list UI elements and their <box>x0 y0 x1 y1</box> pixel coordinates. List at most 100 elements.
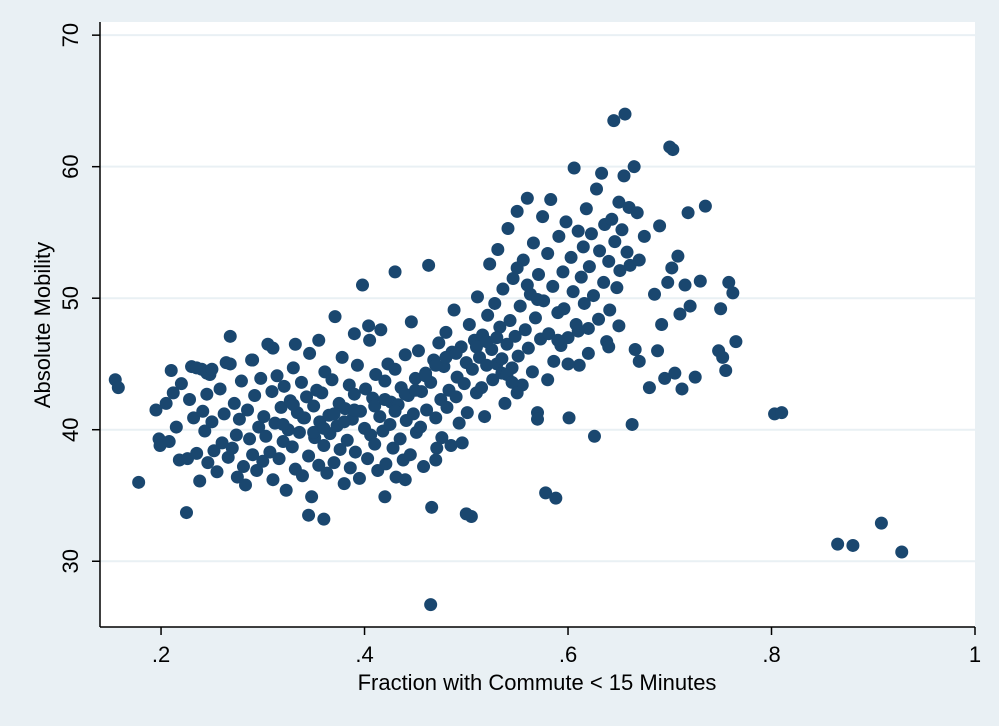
data-point <box>373 410 387 424</box>
data-point <box>668 366 682 380</box>
data-point <box>243 432 257 446</box>
data-point <box>270 369 284 383</box>
data-point <box>422 258 436 272</box>
data-point <box>210 465 224 479</box>
data-point <box>618 107 632 121</box>
data-point <box>449 346 463 360</box>
data-point <box>302 508 316 522</box>
data-point <box>327 407 341 421</box>
data-point <box>190 361 204 375</box>
data-point <box>368 437 382 451</box>
data-point <box>317 421 331 435</box>
data-point <box>895 545 909 559</box>
data-point <box>440 400 454 414</box>
data-point <box>564 250 578 264</box>
data-point <box>612 319 626 333</box>
data-point <box>193 474 207 488</box>
data-point <box>393 432 407 446</box>
data-point <box>348 445 362 459</box>
data-point <box>678 278 692 292</box>
data-point <box>526 236 540 250</box>
data-point <box>312 458 326 472</box>
data-point <box>425 500 439 514</box>
data-point <box>201 456 215 470</box>
data-point <box>347 327 361 341</box>
axes <box>99 22 975 628</box>
data-point <box>552 229 566 243</box>
data-point <box>300 390 314 404</box>
data-point <box>263 445 277 459</box>
data-point <box>307 399 321 413</box>
data-point <box>666 143 680 157</box>
data-point <box>432 336 446 350</box>
data-point <box>347 387 361 401</box>
data-point <box>465 362 479 376</box>
data-point <box>295 469 309 483</box>
data-point <box>579 202 593 216</box>
data-point <box>462 318 476 331</box>
y-axis-title: Absolute Mobility <box>30 242 55 408</box>
data-point <box>429 411 443 425</box>
data-point <box>378 392 392 406</box>
data-point <box>716 350 730 364</box>
data-point <box>593 244 607 258</box>
data-point <box>388 265 402 279</box>
data-point <box>655 318 669 331</box>
data-point <box>169 420 183 434</box>
data-point <box>307 425 321 439</box>
data-point <box>478 410 492 424</box>
data-point <box>234 374 248 388</box>
data-point <box>602 254 616 268</box>
data-point <box>439 350 453 364</box>
data-point <box>681 206 695 220</box>
data-point <box>620 245 634 259</box>
data-point <box>398 348 412 362</box>
data-point <box>230 470 244 484</box>
data-point <box>256 454 270 468</box>
data-point <box>577 296 591 310</box>
data-point <box>556 265 570 279</box>
data-point <box>378 374 392 388</box>
data-point <box>831 537 845 551</box>
data-point <box>628 342 642 356</box>
x-tick-label: 1 <box>969 642 981 667</box>
data-point <box>459 507 473 521</box>
data-point <box>241 403 255 417</box>
data-point <box>187 411 201 425</box>
data-point <box>315 386 329 400</box>
data-point <box>586 289 600 303</box>
data-point <box>648 287 662 301</box>
data-point <box>419 369 433 383</box>
data-point <box>200 387 214 401</box>
data-point <box>205 362 219 376</box>
data-point <box>317 512 331 526</box>
data-point <box>571 224 585 238</box>
data-point <box>653 219 667 233</box>
data-point <box>246 448 260 462</box>
data-point <box>288 337 302 351</box>
data-point <box>347 403 361 417</box>
data-point <box>531 412 544 426</box>
data-point <box>294 375 308 389</box>
data-point <box>361 452 375 466</box>
data-point <box>198 424 212 438</box>
data-point <box>292 425 306 439</box>
data-point <box>398 387 412 401</box>
data-point <box>274 400 288 414</box>
data-point <box>566 285 580 299</box>
data-point <box>584 227 598 241</box>
data-point <box>698 199 712 213</box>
data-point <box>549 491 563 505</box>
data-point <box>612 195 626 209</box>
data-point <box>503 314 517 328</box>
data-point <box>518 323 532 337</box>
data-point <box>286 398 300 412</box>
data-point <box>846 538 860 552</box>
data-point <box>651 344 665 358</box>
data-point <box>223 357 237 371</box>
data-point <box>132 475 146 489</box>
data-point <box>729 335 743 349</box>
data-point <box>420 403 434 417</box>
data-point <box>688 370 702 384</box>
data-point <box>229 428 243 442</box>
